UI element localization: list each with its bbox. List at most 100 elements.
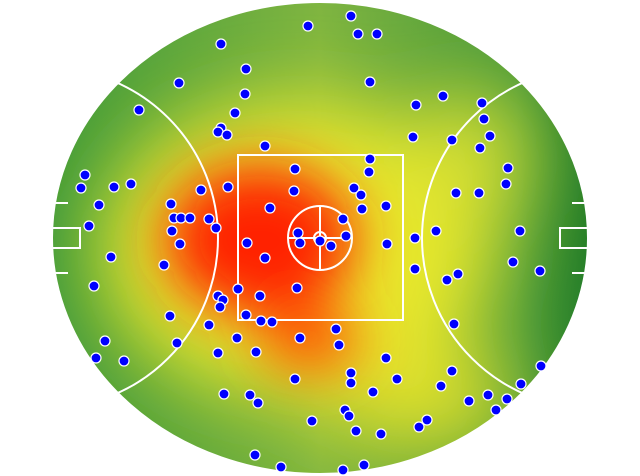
point <box>435 380 447 392</box>
point <box>173 77 185 89</box>
point <box>535 360 547 372</box>
point <box>345 377 357 389</box>
point <box>364 76 376 88</box>
point <box>195 184 207 196</box>
point <box>484 130 496 142</box>
point <box>203 319 215 331</box>
point <box>88 280 100 292</box>
point <box>75 182 87 194</box>
point <box>371 28 383 40</box>
point <box>302 20 314 32</box>
point <box>306 415 318 427</box>
point <box>502 162 514 174</box>
point <box>352 28 364 40</box>
point <box>314 235 326 247</box>
point <box>174 238 186 250</box>
point <box>381 238 393 250</box>
point <box>330 323 342 335</box>
point <box>158 259 170 271</box>
point <box>391 373 403 385</box>
point <box>212 347 224 359</box>
point <box>292 227 304 239</box>
point <box>375 428 387 440</box>
point <box>294 237 306 249</box>
point <box>350 425 362 437</box>
point <box>430 225 442 237</box>
point <box>239 88 251 100</box>
point <box>125 178 137 190</box>
point <box>171 337 183 349</box>
point <box>240 63 252 75</box>
point <box>534 265 546 277</box>
point <box>367 386 379 398</box>
point <box>380 352 392 364</box>
point <box>463 395 475 407</box>
point <box>108 181 120 193</box>
point <box>343 410 355 422</box>
heatmap <box>52 2 588 474</box>
point <box>222 181 234 193</box>
point <box>421 414 433 426</box>
point <box>348 182 360 194</box>
point <box>210 222 222 234</box>
point <box>474 142 486 154</box>
point <box>325 240 337 252</box>
point <box>364 153 376 165</box>
point <box>410 99 422 111</box>
point <box>380 200 392 212</box>
point <box>333 339 345 351</box>
point <box>473 187 485 199</box>
point <box>203 213 215 225</box>
point <box>515 378 527 390</box>
point <box>345 10 357 22</box>
point <box>500 178 512 190</box>
point <box>164 310 176 322</box>
point <box>501 393 513 405</box>
point <box>409 263 421 275</box>
point <box>83 220 95 232</box>
point <box>345 367 357 379</box>
point <box>254 290 266 302</box>
point <box>99 335 111 347</box>
point <box>407 131 419 143</box>
point <box>232 283 244 295</box>
point <box>452 268 464 280</box>
point <box>93 199 105 211</box>
point <box>214 301 226 313</box>
point <box>289 163 301 175</box>
point <box>252 397 264 409</box>
point <box>259 140 271 152</box>
point <box>340 230 352 242</box>
point <box>355 189 367 201</box>
point <box>446 134 458 146</box>
point <box>448 318 460 330</box>
point <box>337 213 349 225</box>
point <box>166 225 178 237</box>
point <box>476 97 488 109</box>
point <box>184 212 196 224</box>
point <box>79 169 91 181</box>
point <box>259 252 271 264</box>
point <box>437 90 449 102</box>
point <box>363 166 375 178</box>
point <box>413 421 425 433</box>
point <box>450 187 462 199</box>
point <box>441 274 453 286</box>
point <box>289 373 301 385</box>
point <box>249 449 261 461</box>
point <box>266 316 278 328</box>
point <box>218 388 230 400</box>
point <box>240 309 252 321</box>
point <box>244 389 256 401</box>
point <box>215 38 227 50</box>
point <box>490 404 502 416</box>
point <box>165 198 177 210</box>
point <box>90 352 102 364</box>
point <box>291 282 303 294</box>
point <box>446 365 458 377</box>
point <box>231 332 243 344</box>
point <box>514 225 526 237</box>
point <box>294 332 306 344</box>
